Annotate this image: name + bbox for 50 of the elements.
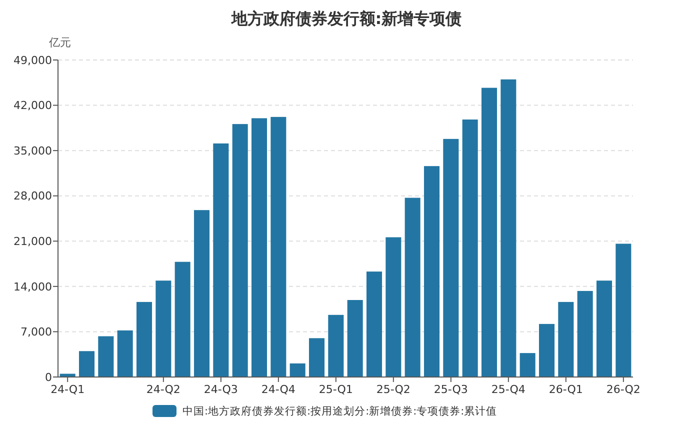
- y-tick-label: 0: [45, 370, 52, 384]
- bar: [520, 353, 536, 377]
- legend-label: 中国:地方政府债券发行额:按用途划分:新增债券:专项债券:累计值: [182, 404, 498, 418]
- bar: [194, 210, 210, 377]
- bar: [213, 143, 229, 377]
- bar: [424, 166, 440, 377]
- y-tick-label: 14,000: [14, 280, 52, 294]
- x-tick-label: 24-Q4: [261, 383, 296, 396]
- y-tick-label: 42,000: [14, 99, 52, 112]
- bar: [232, 124, 248, 377]
- bar: [290, 363, 306, 377]
- bar: [462, 120, 478, 377]
- bar: [577, 290, 593, 377]
- bar: [117, 330, 133, 377]
- bar: [270, 116, 286, 377]
- bar: [481, 88, 498, 377]
- bar: [98, 336, 114, 377]
- bar: [251, 118, 268, 377]
- x-tick-label: 25-Q2: [376, 383, 410, 396]
- y-tick-label: 49,000: [14, 54, 52, 67]
- bar: [558, 302, 574, 377]
- y-axis-title: 亿元: [48, 36, 71, 49]
- x-tick-label: 24-Q3: [204, 383, 238, 396]
- y-tick-label: 28,000: [14, 190, 52, 203]
- x-tick-label: 26-Q1: [548, 383, 583, 396]
- x-tick-label: 25-Q4: [491, 383, 526, 396]
- bar: [308, 338, 325, 377]
- bar: [443, 138, 459, 377]
- y-tick-label: 21,000: [14, 234, 52, 248]
- bar: [538, 324, 555, 377]
- bar: [500, 79, 516, 377]
- chart-title: 地方政府债券发行额:新增专项债: [230, 9, 462, 28]
- bar: [174, 262, 190, 377]
- x-tick-label: 25-Q3: [434, 383, 468, 396]
- x-tick-label: 26-Q2: [606, 383, 640, 396]
- bar: [78, 351, 95, 377]
- y-tick-label: 7,000: [20, 326, 52, 339]
- bar: [404, 198, 420, 377]
- bar: [156, 280, 172, 377]
- bar: [386, 237, 402, 377]
- y-tick-label: 35,000: [14, 144, 52, 158]
- bar: [616, 244, 632, 377]
- bar: [136, 302, 152, 377]
- bar: [366, 272, 382, 377]
- bar: [328, 314, 344, 377]
- bar: [347, 300, 363, 377]
- x-tick-label: 25-Q1: [318, 383, 353, 396]
- x-tick-label: 24-Q1: [50, 383, 85, 396]
- bar: [596, 280, 612, 377]
- x-tick-label: 24-Q2: [146, 383, 180, 396]
